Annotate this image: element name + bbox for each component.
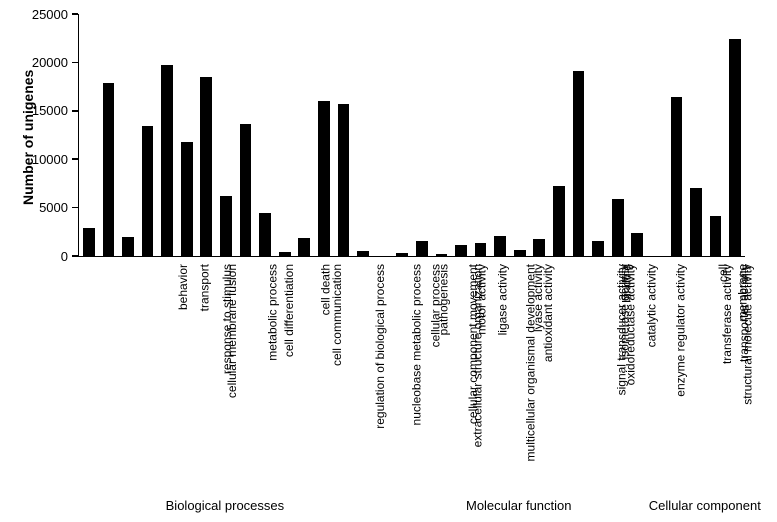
bar <box>181 142 193 256</box>
bar <box>416 241 428 256</box>
bar <box>631 233 643 256</box>
bar <box>592 241 604 256</box>
x-tick-label: metabolic process <box>266 264 280 361</box>
y-tick-label: 15000 <box>18 103 68 118</box>
x-tick-label: nucleobase metabolic process <box>409 264 423 425</box>
group-label: Biological processes <box>115 498 335 513</box>
y-axis-title: Number of unigenes <box>20 70 36 205</box>
bar <box>122 237 134 256</box>
bar <box>161 65 173 256</box>
bar <box>298 238 310 256</box>
bar <box>455 245 467 256</box>
y-tick-label: 25000 <box>18 7 68 22</box>
x-tick-label: catalytic activity <box>644 264 658 347</box>
y-tick-mark <box>72 207 78 209</box>
y-tick-label: 10000 <box>18 152 68 167</box>
bar <box>240 124 252 256</box>
x-tick-label: binding <box>619 264 633 303</box>
bar <box>710 216 722 256</box>
bar <box>103 83 115 256</box>
y-tick-mark <box>72 255 78 257</box>
x-tick-label: behavior <box>176 264 190 310</box>
x-tick-label: pathogenesis <box>436 264 450 335</box>
bar <box>514 250 526 256</box>
y-tick-mark <box>72 13 78 15</box>
bar <box>396 253 408 256</box>
x-tick-label: regulation of biological process <box>373 264 387 429</box>
bar <box>553 186 565 256</box>
bar <box>671 97 683 256</box>
group-label: Cellular component <box>595 498 777 513</box>
y-tick-mark <box>72 62 78 64</box>
bar <box>436 254 448 256</box>
bar <box>573 71 585 256</box>
x-tick-label: lyase activity <box>531 264 545 332</box>
x-tick-label: cell death <box>318 264 332 315</box>
y-tick-mark <box>72 110 78 112</box>
y-tick-label: 0 <box>18 249 68 264</box>
x-tick-label: cell <box>716 264 730 282</box>
bar <box>690 188 702 256</box>
bar <box>494 236 506 256</box>
bar <box>357 251 369 256</box>
bar <box>318 101 330 256</box>
x-tick-label: ligase activity <box>495 264 509 335</box>
bar <box>729 39 741 256</box>
bar <box>200 77 212 256</box>
y-tick-label: 20000 <box>18 55 68 70</box>
bar-chart-figure: Number of unigenes 0 5000 10000 15000 20000 2… <box>0 0 777 522</box>
x-tick-label: transport <box>197 264 211 311</box>
y-tick-label: 5000 <box>18 200 68 215</box>
x-tick-label: cell differentiation <box>282 264 296 357</box>
bar <box>259 213 271 256</box>
y-tick-mark <box>72 158 78 160</box>
bar <box>612 199 624 256</box>
x-tick-label: enzyme regulator activity <box>674 264 688 397</box>
bar <box>533 239 545 256</box>
bar <box>83 228 95 256</box>
x-tick-label: membrane <box>736 264 750 321</box>
x-tick-label: response to stimulus <box>220 264 234 374</box>
bar <box>338 104 350 256</box>
bar <box>475 243 487 256</box>
plot-area <box>78 14 745 257</box>
bar <box>279 252 291 256</box>
bar <box>142 126 154 256</box>
bar <box>220 196 232 256</box>
x-tick-label: motor activity <box>475 264 489 335</box>
